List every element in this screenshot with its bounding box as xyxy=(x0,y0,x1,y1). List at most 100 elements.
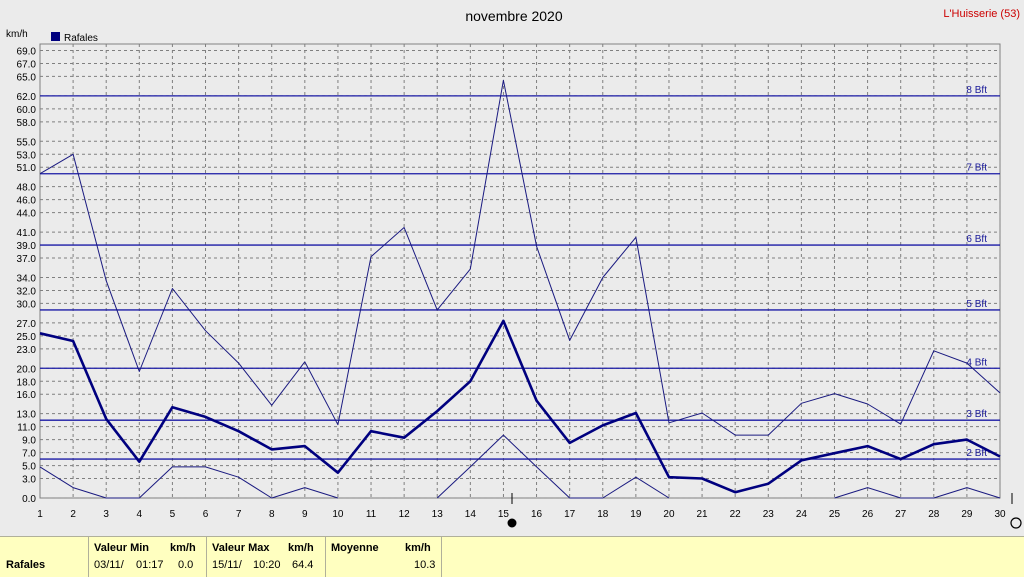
wind-gust-chart: novembre 2020 L'Huisserie (53) km/h Rafa… xyxy=(6,8,1022,529)
x-tick-label: 5 xyxy=(170,509,176,520)
x-tick-label: 16 xyxy=(531,509,543,520)
x-tick-label: 6 xyxy=(203,509,209,520)
y-tick-label: 27.0 xyxy=(17,319,37,330)
x-tick-label: 1 xyxy=(37,509,43,520)
y-tick-label: 11.0 xyxy=(17,423,36,434)
statistics-panel: Rafales Valeur Min km/h 03/11/ 01:17 0.0… xyxy=(0,536,1024,577)
legend-label: Rafales xyxy=(64,33,98,44)
x-tick-label: 20 xyxy=(663,509,675,520)
y-tick-label: 39.0 xyxy=(17,241,37,252)
beaufort-label: 7 Bft xyxy=(966,163,987,174)
legend-swatch xyxy=(51,32,60,41)
x-tick-label: 21 xyxy=(697,509,709,520)
x-tick-label: 19 xyxy=(630,509,642,520)
beaufort-lines: 2 Bft 3 Bft 4 Bft 5 Bft 6 Bft 7 Bft 8 Bft xyxy=(40,85,1000,460)
series-line-min xyxy=(39,466,339,499)
y-tick-label: 41.0 xyxy=(17,228,37,239)
x-tick-label: 29 xyxy=(961,509,973,520)
y-tick-label: 34.0 xyxy=(17,273,37,284)
y-tick-label: 9.0 xyxy=(22,436,36,447)
full-moon-icon xyxy=(1010,517,1022,529)
y-tick-label: 3.0 xyxy=(22,475,36,486)
y-tick-label: 44.0 xyxy=(17,209,37,220)
x-tick-label: 10 xyxy=(332,509,344,520)
min-date: 03/11/ xyxy=(94,559,124,571)
y-tick-label: 5.0 xyxy=(22,462,36,473)
avg-unit-header: km/h xyxy=(405,542,431,554)
y-tick-label: 58.0 xyxy=(17,118,37,129)
y-tick-label: 23.0 xyxy=(17,345,37,356)
plot-area xyxy=(39,43,1001,499)
x-tick-label: 18 xyxy=(597,509,609,520)
y-tick-label: 48.0 xyxy=(17,183,37,194)
x-tick-labels: 1 2 3 4 5 6 7 8 9 10 11 12 13 14 15 16 17 18 19 20 21 22 23 24 2… xyxy=(37,509,1006,520)
series-line-min xyxy=(834,487,1001,499)
min-header: Valeur Min xyxy=(94,542,150,554)
min-time: 01:17 xyxy=(136,559,164,571)
x-tick-label: 7 xyxy=(236,509,242,520)
x-tick-label: 8 xyxy=(269,509,275,520)
stats-row-label: Rafales xyxy=(6,559,46,571)
beaufort-label: 3 Bft xyxy=(966,409,987,420)
x-tick-label: 13 xyxy=(432,509,444,520)
x-tick-label: 12 xyxy=(399,509,411,520)
y-tick-label: 69.0 xyxy=(17,46,37,57)
x-tick-label: 24 xyxy=(796,509,808,520)
x-tick-label: 30 xyxy=(994,509,1006,520)
y-tick-label: 18.0 xyxy=(17,377,37,388)
y-tick-label: 60.0 xyxy=(17,105,37,116)
max-time: 10:20 xyxy=(253,559,281,571)
y-tick-label: 51.0 xyxy=(17,163,37,174)
min-unit-header: km/h xyxy=(170,542,196,554)
series-group xyxy=(39,79,1001,499)
x-tick-label: 17 xyxy=(564,509,576,520)
x-tick-label: 14 xyxy=(465,509,477,520)
avg-header: Moyenne xyxy=(331,542,379,554)
series-line-min xyxy=(436,434,670,499)
y-tick-label: 67.0 xyxy=(17,59,37,70)
x-tick-label: 23 xyxy=(763,509,775,520)
x-tick-label: 4 xyxy=(137,509,143,520)
y-tick-label: 13.0 xyxy=(17,410,37,421)
y-tick-label: 30.0 xyxy=(17,299,37,310)
max-header: Valeur Max xyxy=(212,542,270,554)
x-tick-label: 11 xyxy=(366,509,377,520)
y-tick-label: 55.0 xyxy=(17,137,37,148)
max-unit-header: km/h xyxy=(288,542,314,554)
y-tick-label: 0.0 xyxy=(22,494,36,505)
y-tick-label: 65.0 xyxy=(17,72,37,83)
y-tick-label: 62.0 xyxy=(17,92,37,103)
avg-value: 10.3 xyxy=(414,559,436,571)
x-tick-label: 15 xyxy=(498,509,510,520)
y-tick-label: 53.0 xyxy=(17,150,37,161)
y-axis-unit: km/h xyxy=(6,29,28,40)
y-tick-label: 16.0 xyxy=(17,390,37,401)
y-tick-label: 25.0 xyxy=(17,332,37,343)
moon-phase-icon xyxy=(507,518,517,528)
x-tick-label: 25 xyxy=(829,509,841,520)
x-tick-label: 9 xyxy=(302,509,308,520)
max-value: 64.4 xyxy=(292,559,314,571)
x-tick-label: 2 xyxy=(70,509,76,520)
beaufort-label: 2 Bft xyxy=(966,448,987,459)
beaufort-label: 4 Bft xyxy=(966,357,987,368)
series-line-mean xyxy=(39,319,1001,494)
grid xyxy=(39,44,1001,499)
x-tick-label: 22 xyxy=(730,509,742,520)
chart-title: novembre 2020 xyxy=(465,8,563,24)
x-tick-label: 27 xyxy=(895,509,907,520)
y-tick-label: 20.0 xyxy=(17,364,37,375)
y-tick-label: 37.0 xyxy=(17,254,37,265)
y-tick-label: 7.0 xyxy=(22,449,36,460)
series-line-max xyxy=(39,79,1001,436)
max-date: 15/11/ xyxy=(212,559,242,571)
station-name: L'Huisserie (53) xyxy=(943,8,1020,20)
x-tick-label: 3 xyxy=(103,509,109,520)
x-tick-label: 28 xyxy=(928,509,940,520)
beaufort-label: 5 Bft xyxy=(966,299,987,310)
min-value: 0.0 xyxy=(178,559,194,571)
x-tick-label: 26 xyxy=(862,509,874,520)
beaufort-label: 6 Bft xyxy=(966,234,987,245)
y-tick-label: 32.0 xyxy=(17,286,37,297)
y-tick-label: 46.0 xyxy=(17,196,37,207)
